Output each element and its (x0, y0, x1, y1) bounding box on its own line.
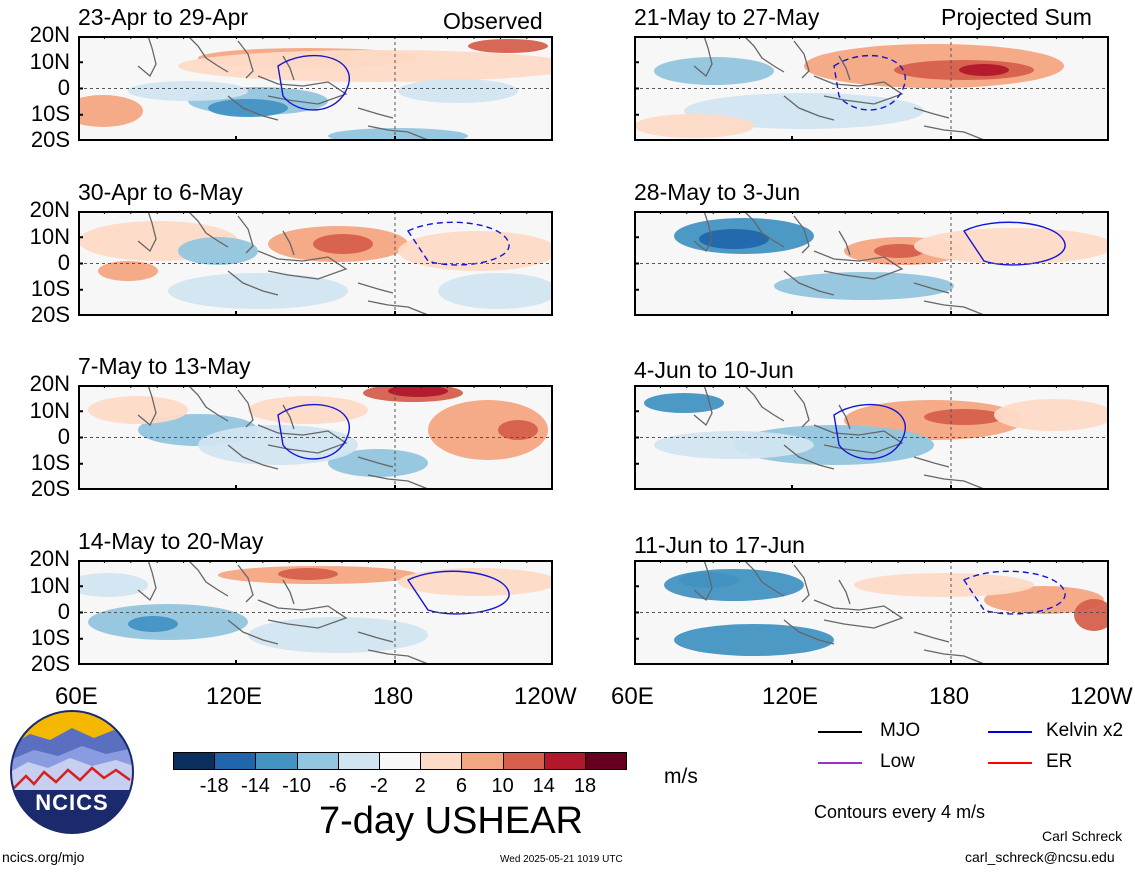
colorbar-tick-label: 2 (414, 775, 426, 797)
colorbar-swatch (214, 752, 257, 770)
map-panel-projected-2 (634, 211, 1109, 316)
main-title: 7-day USHEAR (319, 800, 583, 842)
lon-label: 120E (762, 683, 819, 710)
legend-label-low: Low (880, 751, 915, 772)
colorbar-tick-label: -2 (370, 775, 388, 797)
shear-field-map (634, 560, 1109, 665)
legend-line-mjo (818, 731, 862, 733)
lat-label: 20S (30, 651, 70, 676)
panel-title-right-2: 28-May to 3-Jun (634, 179, 801, 205)
panel-title-right-1: 21-May to 27-May (634, 4, 820, 30)
lat-label: 10S (30, 101, 70, 126)
contour-interval-note: Contours every 4 m/s (814, 802, 986, 822)
colorbar-tick-label: -18 (199, 775, 229, 797)
author-name: Carl Schreck (1042, 828, 1123, 844)
ncics-logo: NCICS (10, 710, 134, 834)
shear-field-map (78, 36, 553, 141)
lon-label: 120W (514, 683, 577, 710)
observed-label: Observed (443, 8, 543, 34)
timestamp: Wed 2025-05-21 1019 UTC (500, 854, 623, 865)
colorbar-tick-label: 14 (532, 775, 555, 797)
lat-label: 10N (29, 398, 70, 423)
panel-title-right-3: 4-Jun to 10-Jun (634, 357, 794, 383)
lat-label: 20N (29, 546, 70, 571)
shear-field-map (634, 211, 1109, 316)
colorbar-swatch (296, 752, 339, 770)
map-panel-observed-4 (78, 560, 553, 665)
shear-field-map (78, 560, 553, 665)
panel-title-left-2: 30-Apr to 6-May (78, 179, 243, 205)
lat-label: 20N (29, 197, 70, 222)
site-url[interactable]: ncics.org/mjo (2, 849, 85, 865)
legend-label-er: ER (1046, 751, 1073, 772)
colorbar-tick-label: 18 (573, 775, 597, 797)
shear-field-map (634, 36, 1109, 141)
map-panel-observed-3 (78, 385, 553, 490)
lat-label: 10N (29, 49, 70, 74)
lat-label: 20N (29, 22, 70, 47)
lon-label: 60E (55, 683, 98, 710)
colorbar-tick-label: -10 (282, 775, 312, 797)
colorbar-swatch (502, 752, 545, 770)
lat-label: 10S (30, 276, 70, 301)
logo-text: NCICS (35, 790, 108, 815)
colorbar-swatch (543, 752, 586, 770)
legend-label-mjo: MJO (880, 720, 921, 741)
shear-field-map (78, 211, 553, 316)
colorbar-tick-label: -6 (328, 775, 347, 797)
colorbar-swatch (255, 752, 298, 770)
lat-label: 0 (57, 424, 70, 449)
colorbar-swatch (585, 752, 628, 770)
lon-label: 180 (373, 683, 414, 710)
colorbar-swatch (173, 752, 216, 770)
author-email[interactable]: carl_schreck@ncsu.edu (965, 849, 1115, 865)
projected-sum-label: Projected Sum (941, 4, 1092, 30)
map-panel-projected-3 (634, 385, 1109, 490)
lat-label: 10S (30, 450, 70, 475)
colorbar-swatch (379, 752, 422, 770)
panel-title-left-3: 7-May to 13-May (78, 353, 251, 379)
colorbar-unit: m/s (664, 765, 698, 788)
lat-label: 20S (30, 476, 70, 501)
lat-label: 0 (57, 75, 70, 100)
map-panel-observed-2 (78, 211, 553, 316)
lat-label: 20S (30, 302, 70, 327)
panel-title-left-4: 14-May to 20-May (78, 528, 264, 554)
colorbar-tick-label: -14 (240, 775, 270, 797)
shear-field-map (78, 385, 553, 490)
shear-field-map (634, 385, 1109, 490)
lat-label: 0 (57, 599, 70, 624)
legend-label-kelvin: Kelvin x2 (1046, 720, 1124, 741)
lat-label: 10N (29, 224, 70, 249)
colorbar-swatch (337, 752, 380, 770)
lon-label: 60E (611, 683, 654, 710)
colorbar-swatch (420, 752, 463, 770)
map-panel-observed-1 (78, 36, 553, 141)
colorbar-tick-label: 10 (491, 775, 514, 797)
legend-line-low (818, 762, 862, 764)
map-panel-projected-4 (634, 560, 1109, 665)
panel-title-right-4: 11-Jun to 17-Jun (634, 532, 805, 558)
map-panel-projected-1 (634, 36, 1109, 141)
legend-line-kelvin (988, 731, 1032, 733)
lat-label: 0 (57, 250, 70, 275)
lat-label: 10N (29, 573, 70, 598)
lat-label: 20N (29, 371, 70, 396)
lon-label: 120E (206, 683, 263, 710)
lon-label: 120W (1070, 683, 1133, 710)
legend-line-er (988, 762, 1032, 764)
lon-label: 180 (929, 683, 970, 710)
panel-title-left-1: 23-Apr to 29-Apr (78, 4, 249, 30)
colorbar-swatch (461, 752, 504, 770)
lat-label: 10S (30, 625, 70, 650)
colorbar-tick-label: 6 (455, 775, 467, 797)
lat-label: 20S (30, 127, 70, 152)
